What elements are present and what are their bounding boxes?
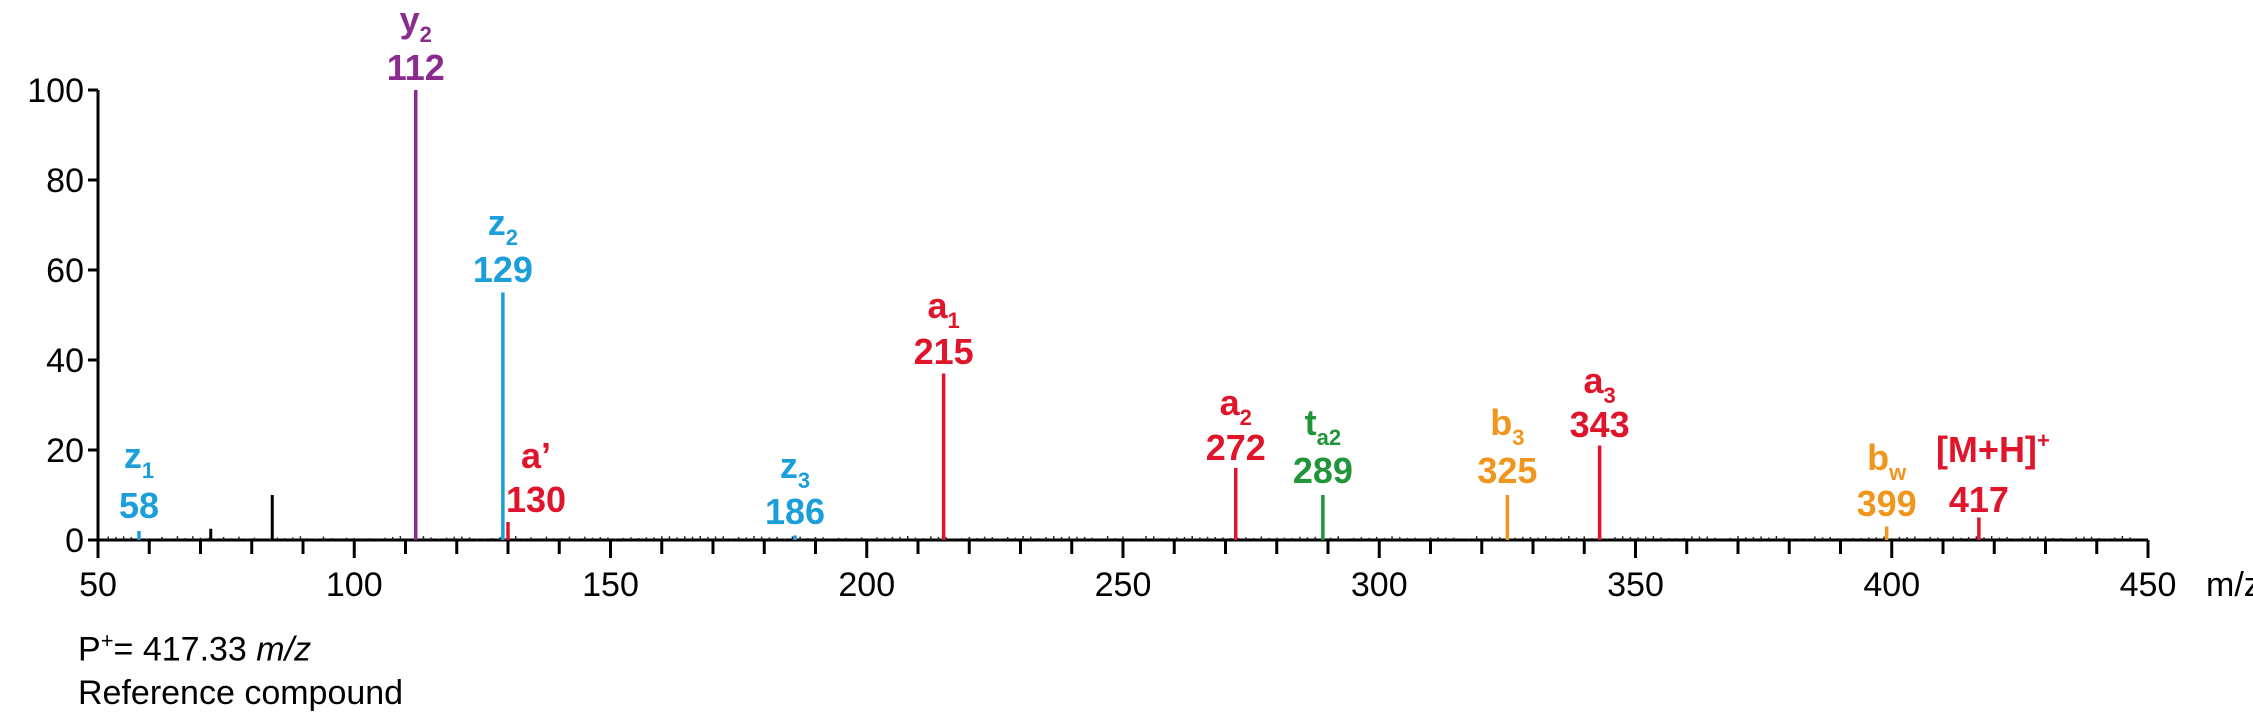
- mz-label-272: 272: [1206, 427, 1266, 468]
- mz-label-112: 112: [387, 47, 445, 88]
- x-tick-label: 50: [79, 566, 117, 604]
- baseline-noise: [107, 535, 2131, 540]
- mz-label-343: 343: [1570, 404, 1630, 445]
- sample-caption: Reference compound: [78, 674, 404, 712]
- y-tick-label: 80: [46, 162, 84, 200]
- y-tick-label: 40: [46, 342, 84, 380]
- ion-label-130: a’: [521, 435, 551, 476]
- ion-label-289: ta2: [1305, 402, 1341, 450]
- ion-label-417: [M+H]+: [1936, 428, 2050, 470]
- mz-label-417: 417: [1949, 479, 2009, 520]
- spectrum-peaks: [137, 90, 1981, 540]
- mz-label-289: 289: [1293, 450, 1353, 491]
- ion-label-215: a1: [927, 285, 959, 333]
- precursor-value: = 417.33: [113, 630, 257, 669]
- mz-label-58: 58: [119, 485, 159, 526]
- mz-label-130: 130: [506, 479, 566, 520]
- axes: [96, 90, 2148, 542]
- mz-label-325: 325: [1477, 450, 1537, 491]
- ion-label-343: a3: [1583, 360, 1615, 408]
- ion-label-129: z2: [488, 202, 518, 250]
- ion-label-272: a2: [1220, 382, 1252, 430]
- mz-label-399: 399: [1857, 483, 1917, 524]
- x-tick-label: 150: [582, 566, 639, 604]
- x-tick-label: 400: [1863, 566, 1920, 604]
- mz-label-186: 186: [765, 491, 825, 532]
- x-tick-label: 250: [1095, 566, 1152, 604]
- precursor-charge: +: [100, 628, 114, 653]
- ion-label-186: z3: [780, 445, 810, 493]
- mz-label-129: 129: [473, 249, 533, 290]
- y-tick-label: 20: [46, 432, 84, 470]
- precursor-unit: m/z: [256, 630, 312, 669]
- x-axis-unit: m/z: [2206, 566, 2253, 604]
- y-tick-label: 60: [46, 252, 84, 290]
- mz-label-215: 215: [914, 331, 974, 372]
- y-tick-label: 100: [27, 72, 84, 110]
- precursor-prefix: P: [78, 630, 101, 669]
- ion-label-325: b3: [1490, 402, 1524, 450]
- ion-label-58: z1: [124, 435, 154, 483]
- axis-ticks: 0 20 40 60 80 100 50 100 150 200 250 300 350 400 450 m/…: [27, 72, 2253, 604]
- precursor-mass: P+= 417.33 m/z: [78, 628, 311, 669]
- x-tick-label: 450: [2120, 566, 2177, 604]
- x-tick-label: 300: [1351, 566, 1408, 604]
- x-tick-label: 200: [838, 566, 895, 604]
- ion-label-399: bw: [1867, 437, 1907, 485]
- y-tick-label: 0: [65, 522, 84, 560]
- x-tick-label: 100: [326, 566, 383, 604]
- ion-label-112: y2: [400, 0, 432, 47]
- x-tick-label: 350: [1607, 566, 1664, 604]
